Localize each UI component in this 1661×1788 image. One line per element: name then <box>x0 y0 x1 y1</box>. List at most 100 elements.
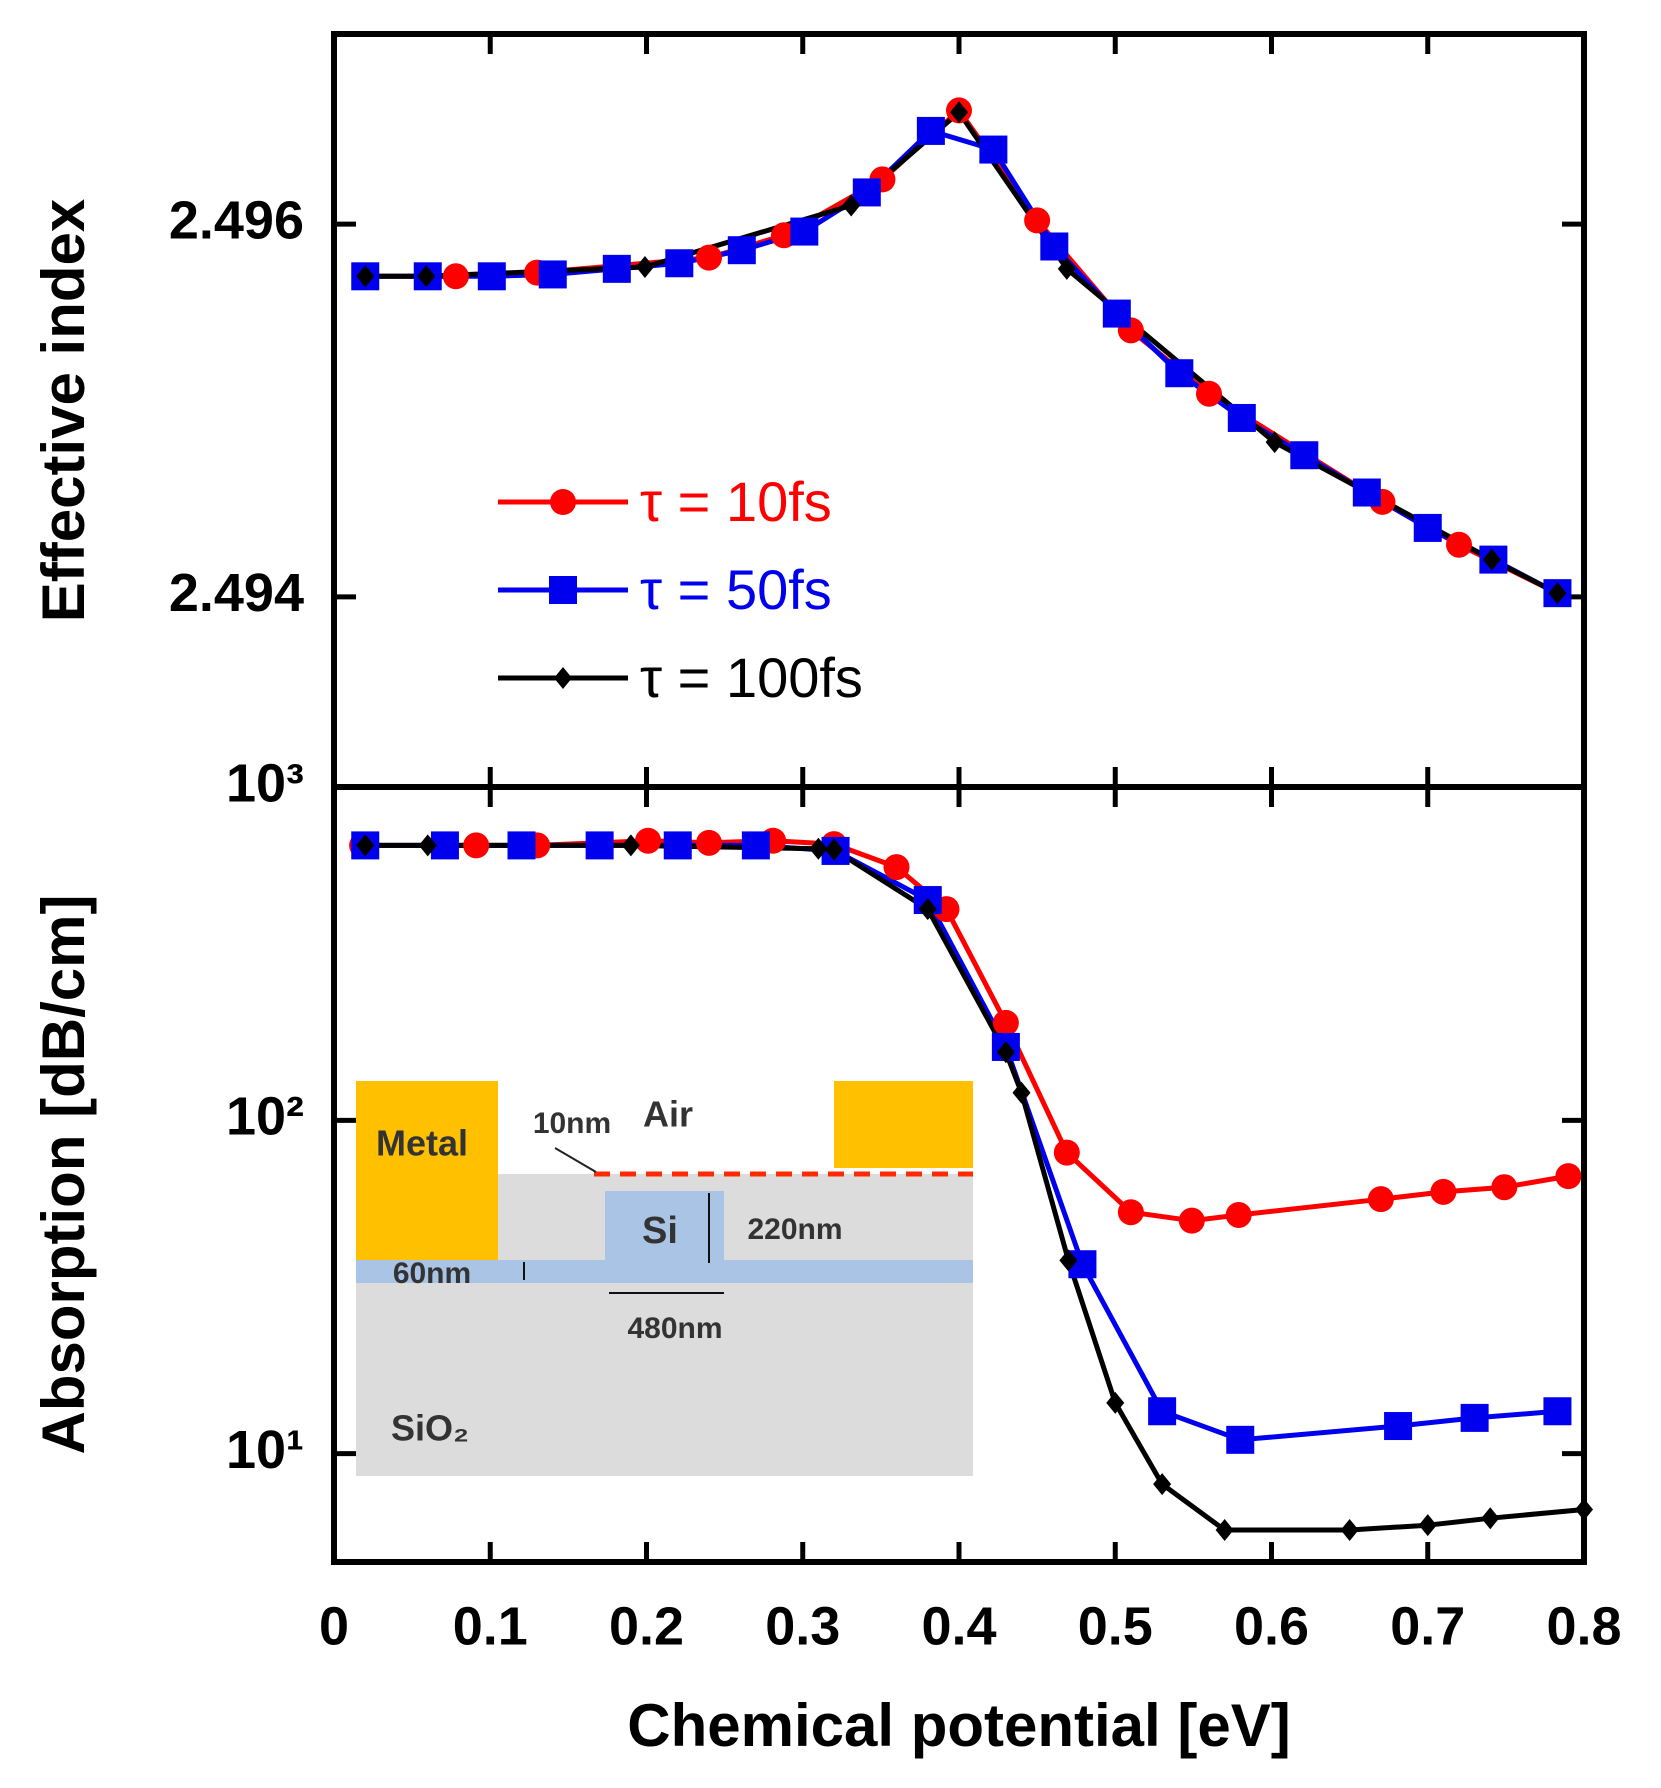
x-tick-label: 0.8 <box>1546 1596 1621 1656</box>
marker <box>1012 1081 1031 1104</box>
marker <box>1215 1519 1234 1542</box>
marker <box>1555 1163 1582 1190</box>
marker <box>442 263 469 290</box>
series-line <box>365 128 1559 596</box>
marker <box>356 265 375 288</box>
marker <box>621 834 640 857</box>
marker <box>790 217 819 246</box>
inset-label: 60nm <box>393 1257 471 1290</box>
marker <box>538 260 567 289</box>
marker <box>996 1041 1015 1064</box>
y-tick-label: 2.494 <box>169 563 304 623</box>
marker <box>1413 513 1442 542</box>
marker <box>1340 1519 1359 1542</box>
marker <box>356 834 375 857</box>
series-line <box>365 842 1585 1533</box>
marker <box>741 831 770 860</box>
marker <box>665 249 694 278</box>
inset-label: 220nm <box>747 1213 842 1246</box>
x-tick-label: 0.3 <box>765 1596 840 1656</box>
inset-label: SiO₂ <box>391 1408 469 1449</box>
y-axis-label: Absorption [dB/cm] <box>30 895 97 1455</box>
marker <box>1543 1397 1572 1426</box>
marker <box>1165 359 1194 388</box>
inset-label: Si <box>642 1210 678 1252</box>
marker <box>1196 380 1222 407</box>
x-tick-label: 0.4 <box>921 1596 996 1656</box>
marker <box>1178 1207 1205 1234</box>
marker <box>1384 1412 1413 1441</box>
marker <box>477 262 506 291</box>
marker <box>663 831 692 860</box>
metal-left <box>356 1081 498 1260</box>
x-tick-label: 0.2 <box>609 1596 684 1656</box>
marker <box>1225 1201 1252 1228</box>
marker <box>1491 1174 1518 1201</box>
marker <box>1117 1199 1144 1226</box>
marker <box>507 831 536 860</box>
y-tick-label: 10² <box>226 1087 304 1147</box>
legend-label: τ = 10fs <box>640 470 832 533</box>
marker <box>1106 1391 1125 1414</box>
marker <box>916 116 945 145</box>
marker <box>463 832 490 859</box>
marker <box>417 265 436 288</box>
marker <box>554 667 572 689</box>
marker <box>602 254 631 283</box>
marker <box>1226 1425 1255 1454</box>
marker <box>1460 1403 1489 1432</box>
marker <box>696 244 722 271</box>
marker <box>550 489 576 515</box>
x-tick-label: 0.6 <box>1234 1596 1309 1656</box>
marker <box>809 837 828 860</box>
marker <box>979 135 1008 164</box>
plot-frame <box>331 31 1587 790</box>
y-axis-label: Effective index <box>30 199 97 623</box>
marker <box>992 1009 1019 1036</box>
marker <box>635 255 654 278</box>
marker <box>585 831 614 860</box>
marker <box>1446 531 1472 558</box>
legend-label: τ = 50fs <box>640 558 832 621</box>
x-tick-label: 0.5 <box>1078 1596 1153 1656</box>
slab <box>356 1260 973 1283</box>
marker <box>1153 1473 1172 1496</box>
series-line <box>365 107 1559 596</box>
x-axis-label: Chemical potential [eV] <box>627 1692 1290 1759</box>
marker <box>1481 1507 1500 1530</box>
x-tick-label: 0.7 <box>1390 1596 1465 1656</box>
inset-label: 480nm <box>627 1312 722 1345</box>
marker <box>1227 403 1256 432</box>
marker <box>1102 299 1131 328</box>
inset-label: Air <box>643 1094 693 1135</box>
marker <box>1057 257 1076 280</box>
marker <box>852 178 881 207</box>
marker <box>1430 1178 1457 1205</box>
si-rib <box>605 1191 724 1265</box>
inset-diagram: Metal Air 10nm Si 220nm 60nm 480nm SiO₂ <box>356 1081 973 1476</box>
marker <box>1059 1249 1078 1272</box>
metal-right <box>834 1081 973 1168</box>
marker <box>1418 1514 1437 1537</box>
marker <box>1352 478 1381 507</box>
marker <box>418 834 437 857</box>
legend-label: τ = 100fs <box>640 646 863 709</box>
marker <box>918 898 937 921</box>
marker <box>696 829 722 856</box>
marker <box>1265 431 1284 454</box>
marker <box>1482 548 1501 571</box>
marker <box>1148 1397 1177 1426</box>
marker <box>950 101 968 124</box>
gap-pointer <box>554 1147 597 1173</box>
marker <box>1290 441 1319 470</box>
marker <box>842 194 861 217</box>
marker <box>727 236 756 265</box>
marker <box>1024 207 1051 234</box>
marker <box>1367 1186 1394 1213</box>
marker <box>825 838 843 861</box>
x-tick-label: 0 <box>319 1596 349 1656</box>
marker <box>883 854 910 881</box>
inset-label: 10nm <box>533 1107 611 1140</box>
marker <box>1040 232 1069 261</box>
x-tick-label: 0.1 <box>453 1596 528 1656</box>
